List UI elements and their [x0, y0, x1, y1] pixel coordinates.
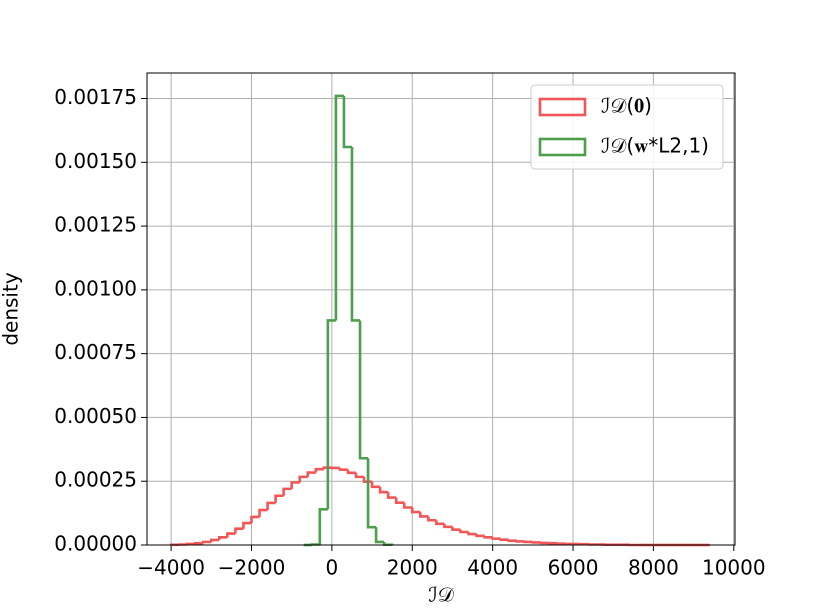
histogram-step [483, 535, 493, 539]
histogram-step [539, 541, 549, 545]
y-axis-label: density [0, 272, 23, 345]
histogram-step [451, 526, 461, 531]
histogram-step [314, 467, 324, 473]
y-tick-label: 0.00025 [54, 468, 137, 492]
histogram-step [201, 540, 212, 544]
histogram-step [419, 512, 429, 518]
histogram-step [475, 534, 485, 538]
histogram-step [459, 529, 469, 534]
x-tick-label: 0 [326, 556, 339, 580]
histogram-step [358, 320, 369, 460]
histogram-step [350, 146, 361, 322]
histogram-step [374, 527, 385, 544]
histogram-step [234, 527, 244, 534]
histogram-step [210, 538, 220, 542]
histogram-step [467, 531, 477, 536]
histogram-step [427, 516, 437, 522]
histogram-step [394, 497, 405, 504]
histogram-step [354, 472, 365, 479]
histogram-step [322, 466, 332, 470]
y-tick-label: 0.00000 [54, 532, 137, 556]
histogram-step [274, 494, 284, 503]
y-tick-label: 0.00175 [54, 85, 137, 109]
x-tick-label: 2000 [387, 556, 438, 580]
x-axis-label: ℐ𝒟 [428, 583, 453, 607]
histogram-step [226, 532, 236, 538]
histogram-step [499, 538, 509, 541]
y-tick-label: 0.00125 [54, 213, 137, 237]
y-tick-label: 0.00150 [54, 149, 137, 173]
histogram-step [290, 481, 300, 489]
histogram-step [258, 508, 268, 517]
histogram-step [491, 537, 501, 540]
legend-swatch [538, 137, 587, 157]
histogram-step [242, 521, 252, 529]
histogram-step [507, 539, 517, 542]
x-tick-label: 6000 [548, 556, 599, 580]
histogram-step [410, 507, 421, 514]
histogram-step [555, 542, 565, 546]
y-tick-label: 0.00050 [54, 404, 137, 428]
x-tick-label: 8000 [628, 556, 679, 580]
x-tick-label: 10000 [702, 556, 766, 580]
histogram-step [443, 523, 453, 529]
histogram-step [386, 492, 397, 499]
legend-box [530, 84, 724, 170]
histogram-step [370, 481, 381, 489]
y-tick-label: 0.00100 [54, 276, 137, 300]
histogram-step [185, 542, 196, 546]
histogram-step [298, 475, 308, 483]
histogram-step [338, 467, 348, 472]
plot-frame [146, 72, 736, 546]
x-tick-label: 4000 [467, 556, 518, 580]
histogram-step [282, 487, 292, 496]
histogram-step [342, 95, 352, 149]
histogram-step [318, 507, 328, 545]
histogram-step [266, 501, 276, 511]
histogram-step [326, 319, 336, 510]
histogram-step [435, 520, 445, 526]
legend-swatch [538, 97, 587, 117]
histogram-step [515, 540, 525, 543]
histogram-step [193, 541, 204, 545]
histogram-step [366, 458, 377, 529]
histogram-step [250, 515, 260, 524]
histogram-step [402, 502, 413, 509]
histogram-step [346, 469, 356, 475]
histogram-step [218, 536, 228, 540]
histogram-step [306, 471, 316, 477]
x-tick-label: −2000 [218, 556, 286, 580]
histogram-step [334, 94, 344, 321]
x-tick-label: −4000 [137, 556, 205, 580]
y-tick-label: 0.00075 [54, 340, 137, 364]
legend-label: ℐ𝒟(𝐰*L2,1) [601, 134, 709, 158]
histogram-step [362, 476, 373, 484]
histogram-step [378, 486, 389, 494]
histogram-step [523, 540, 533, 544]
legend-label: ℐ𝒟(𝟎) [601, 94, 652, 118]
histogram-step [531, 541, 541, 544]
